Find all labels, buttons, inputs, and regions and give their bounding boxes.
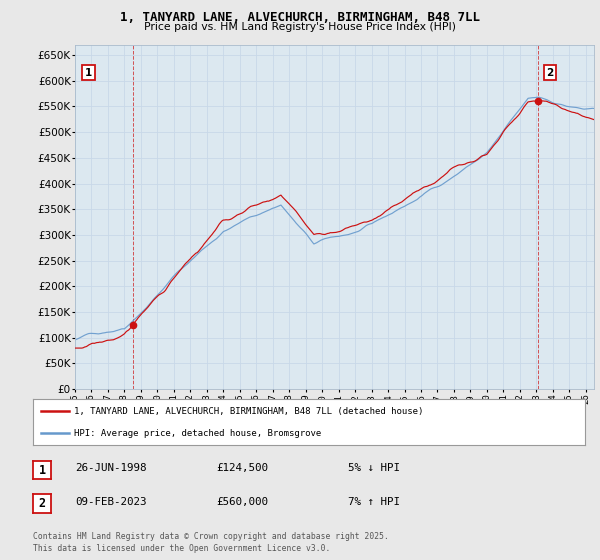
Text: 7% ↑ HPI: 7% ↑ HPI (348, 497, 400, 507)
Text: 2: 2 (38, 497, 46, 510)
Text: £124,500: £124,500 (216, 463, 268, 473)
Text: 2: 2 (546, 68, 553, 78)
Text: Contains HM Land Registry data © Crown copyright and database right 2025.
This d: Contains HM Land Registry data © Crown c… (33, 533, 389, 553)
Text: 1: 1 (38, 464, 46, 477)
Text: 09-FEB-2023: 09-FEB-2023 (75, 497, 146, 507)
Text: 1: 1 (85, 68, 92, 78)
Text: £560,000: £560,000 (216, 497, 268, 507)
Text: Price paid vs. HM Land Registry's House Price Index (HPI): Price paid vs. HM Land Registry's House … (144, 22, 456, 32)
Text: 1, TANYARD LANE, ALVECHURCH, BIRMINGHAM, B48 7LL: 1, TANYARD LANE, ALVECHURCH, BIRMINGHAM,… (120, 11, 480, 24)
Text: HPI: Average price, detached house, Bromsgrove: HPI: Average price, detached house, Brom… (74, 429, 322, 438)
Text: 5% ↓ HPI: 5% ↓ HPI (348, 463, 400, 473)
Text: 26-JUN-1998: 26-JUN-1998 (75, 463, 146, 473)
Text: 1, TANYARD LANE, ALVECHURCH, BIRMINGHAM, B48 7LL (detached house): 1, TANYARD LANE, ALVECHURCH, BIRMINGHAM,… (74, 407, 424, 416)
